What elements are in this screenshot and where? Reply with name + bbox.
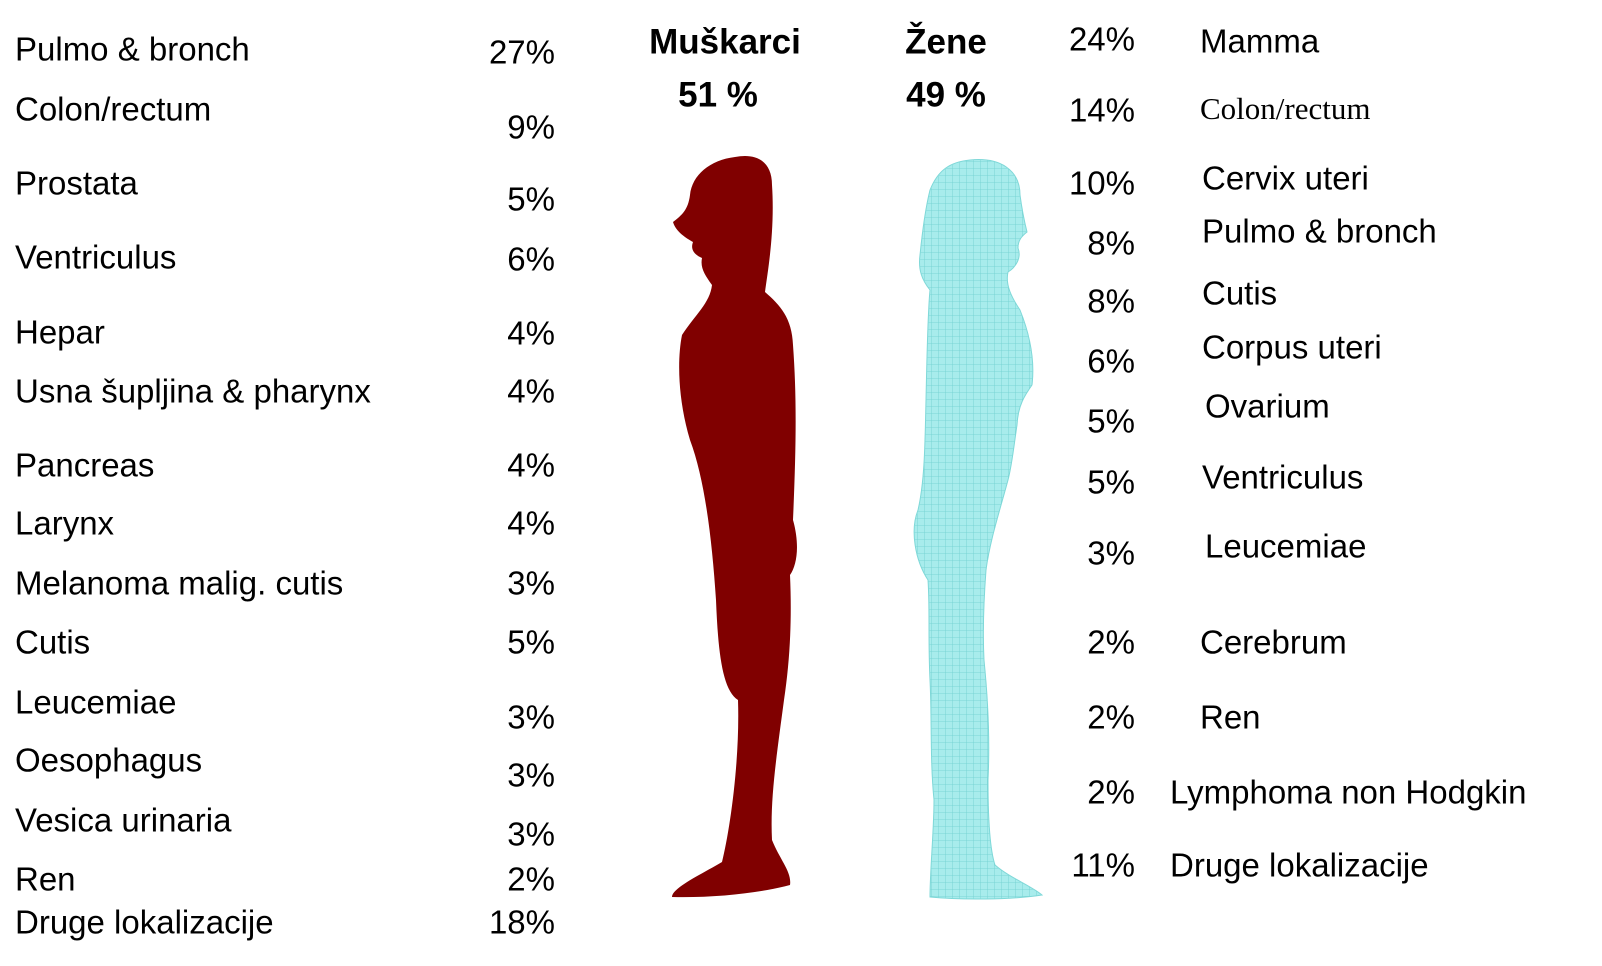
percent: 2% [507,861,555,898]
label: Colon/rectum [1200,91,1370,126]
percent: 11% [1071,847,1135,884]
page: {"men": {"title": "Muškarci", "total": "… [0,0,1602,966]
label: Cervix uteri [1202,160,1369,197]
percent: 27% [489,34,555,71]
label: Prostata [15,165,139,202]
percent: 18% [489,904,555,941]
percent: 4% [507,447,555,484]
percent: 14% [1069,92,1135,129]
label: Ren [15,861,76,898]
percent: 3% [507,565,555,602]
infographic: Muškarci 51 % Žene 49 % Pulmo & bronch 27… [0,0,1602,966]
percent: 24% [1069,21,1135,58]
label: Corpus uteri [1202,329,1382,366]
percent: 5% [1087,403,1135,440]
percent: 3% [1087,535,1135,572]
label: Leucemiae [15,684,176,721]
percent: 5% [507,181,555,218]
label: Cutis [15,624,90,661]
percent: 5% [1087,464,1135,501]
label: Vesica urinaria [15,802,232,839]
label: Colon/rectum [15,91,211,128]
percent: 8% [1087,283,1135,320]
percent: 4% [507,373,555,410]
percent: 3% [507,816,555,853]
label: Usna šupljina & pharynx [15,373,371,410]
label: Lymphoma non Hodgkin [1170,774,1527,811]
percent: 2% [1087,624,1135,661]
label: Cutis [1202,275,1277,312]
percent: 3% [507,757,555,794]
percent: 2% [1087,774,1135,811]
percent: 5% [507,624,555,661]
label: Cerebrum [1200,624,1347,661]
label: Druge lokalizacije [15,904,274,941]
female-silhouette [914,160,1042,899]
label: Larynx [15,505,115,542]
label: Ventriculus [1202,459,1363,496]
label: Mamma [1200,23,1320,60]
label: Hepar [15,314,105,351]
percent: 2% [1087,699,1135,736]
label: Melanoma malig. cutis [15,565,343,602]
men-title: Muškarci [649,22,801,61]
percent: 9% [507,109,555,146]
percent: 10% [1069,165,1135,202]
label: Ventriculus [15,239,176,276]
label: Pulmo & bronch [1202,213,1437,250]
male-silhouette [672,156,797,897]
label: Oesophagus [15,742,202,779]
label: Druge lokalizacije [1170,847,1429,884]
women-title: Žene [905,21,987,61]
men-total: 51 % [678,75,758,114]
percent: 6% [1087,343,1135,380]
percent: 4% [507,315,555,352]
label: Leucemiae [1205,528,1366,565]
label: Pancreas [15,447,154,484]
label: Pulmo & bronch [15,31,250,68]
label: Ovarium [1205,388,1330,425]
percent: 4% [507,505,555,542]
women-total: 49 % [906,75,986,114]
percent: 6% [507,241,555,278]
percent: 3% [507,699,555,736]
percent: 8% [1087,225,1135,262]
label: Ren [1200,699,1261,736]
